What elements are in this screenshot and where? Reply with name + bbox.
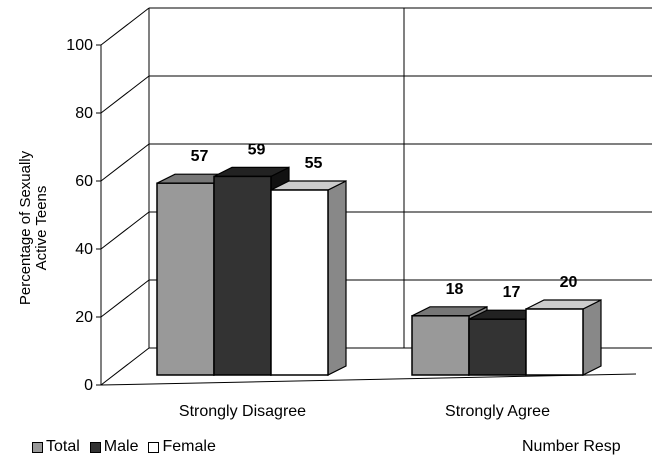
y-axis-label-line-1: Percentage of Sexually	[17, 150, 34, 305]
bar-side-strongly-agree-female	[582, 299, 602, 376]
legend-item-total: Total	[32, 438, 80, 456]
data-label-strongly-agree-total: 18	[446, 281, 464, 298]
bar-strongly-agree-male	[468, 318, 527, 376]
legend-swatch-total	[32, 441, 43, 453]
bar-strongly-agree-female	[525, 308, 584, 376]
y-axis-label-line-2: Active Teens	[33, 186, 50, 271]
y-tick-label-40: 40	[75, 241, 93, 258]
bar-strongly-disagree-total	[156, 182, 215, 376]
legend-item-female: Female	[148, 438, 216, 456]
y-tick-label-80: 80	[75, 105, 93, 122]
footer-note: Number Resp	[522, 438, 621, 455]
legend-label-total: Total	[46, 438, 80, 455]
y-tick-label-100: 100	[66, 37, 93, 54]
legend-label-female: Female	[162, 438, 216, 455]
bar-strongly-agree-total	[411, 315, 470, 376]
gridline-side-20	[100, 279, 150, 318]
data-label-strongly-agree-male: 17	[503, 284, 521, 301]
legend-swatch-female	[148, 441, 160, 453]
data-label-strongly-disagree-female: 55	[305, 155, 323, 172]
legend: Total Male Female	[32, 438, 216, 456]
y-tick-label-0: 0	[84, 377, 93, 394]
bar-strongly-disagree-male	[213, 175, 272, 376]
data-label-strongly-agree-female: 20	[560, 274, 578, 291]
legend-swatch-male	[89, 441, 101, 453]
gridline-side-80	[100, 75, 150, 114]
bar-strongly-disagree-female	[270, 189, 329, 376]
bars	[156, 166, 602, 376]
x-tick-label-strongly-disagree: Strongly Disagree	[179, 403, 306, 420]
y-tick-label-60: 60	[75, 173, 93, 190]
gridline-side-40	[100, 211, 150, 250]
legend-item-male: Male	[89, 438, 139, 456]
legend-label-male: Male	[103, 438, 139, 455]
y-tick-label-20: 20	[75, 309, 93, 326]
labels: 0 20 40 60 80 100 Percentage of SexuallyActive…	[17, 37, 578, 420]
y-axis-label: Percentage of SexuallyActive Teens	[17, 150, 50, 305]
data-label-strongly-disagree-total: 57	[191, 148, 209, 165]
gridline-side-100	[100, 7, 150, 46]
axes	[96, 44, 102, 386]
gridline-side-60	[100, 143, 150, 182]
gridlines	[100, 7, 652, 318]
floor-front-edge	[100, 373, 637, 386]
x-tick-label-strongly-agree: Strongly Agree	[445, 403, 550, 420]
bar-side-strongly-disagree-female	[327, 180, 347, 376]
data-label-strongly-disagree-male: 59	[248, 141, 266, 158]
floor-side-edge	[100, 347, 150, 386]
